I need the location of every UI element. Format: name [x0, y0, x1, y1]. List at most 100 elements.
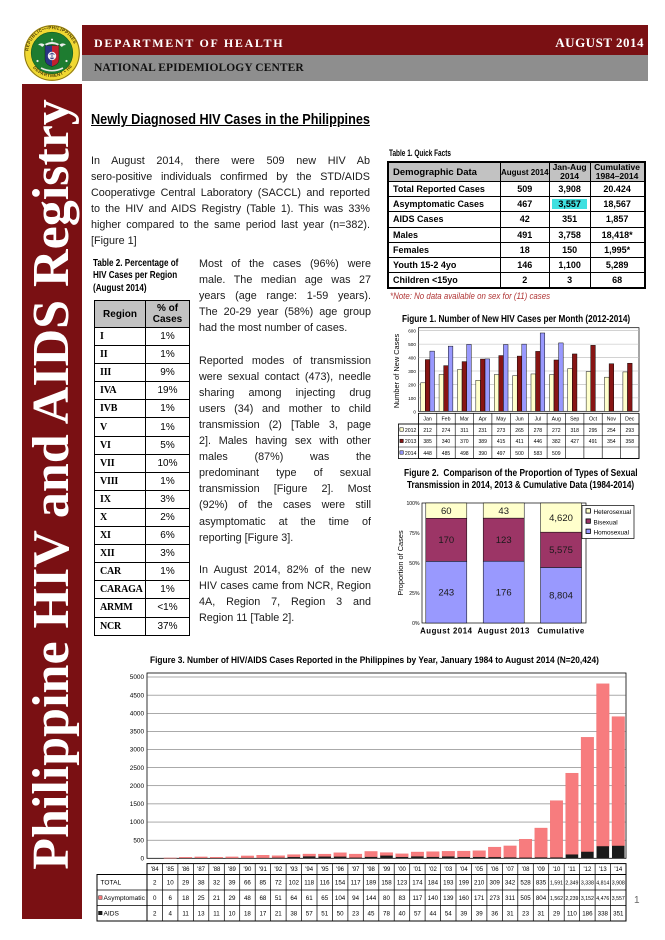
- svg-text:358: 358: [626, 439, 635, 445]
- svg-text:144: 144: [366, 895, 377, 902]
- svg-text:2012: 2012: [405, 428, 417, 434]
- svg-text:4,620: 4,620: [549, 513, 573, 524]
- svg-text:21: 21: [213, 895, 220, 902]
- svg-text:0: 0: [153, 895, 157, 902]
- svg-text:31: 31: [538, 911, 545, 918]
- svg-text:'97: '97: [352, 867, 360, 873]
- svg-text:3000: 3000: [130, 747, 145, 754]
- svg-text:57: 57: [306, 911, 313, 918]
- svg-text:200: 200: [408, 382, 416, 387]
- svg-text:415: 415: [497, 439, 506, 445]
- svg-text:Oct: Oct: [589, 417, 598, 423]
- svg-text:61: 61: [306, 895, 313, 902]
- svg-text:'08: '08: [522, 867, 530, 873]
- svg-text:80: 80: [383, 895, 390, 902]
- svg-text:21: 21: [275, 911, 282, 918]
- svg-text:18: 18: [182, 895, 189, 902]
- svg-text:'01: '01: [413, 867, 421, 873]
- svg-text:2013: 2013: [405, 439, 417, 445]
- svg-text:May: May: [496, 417, 506, 423]
- svg-text:'07: '07: [506, 867, 514, 873]
- svg-text:'12: '12: [583, 867, 591, 873]
- svg-text:11: 11: [182, 911, 189, 918]
- svg-text:509: 509: [552, 451, 561, 457]
- svg-text:'11: '11: [568, 867, 576, 873]
- svg-text:311: 311: [460, 428, 468, 434]
- svg-text:1500: 1500: [130, 801, 145, 808]
- svg-text:Heterosexual: Heterosexual: [594, 509, 632, 516]
- svg-text:Cumulative: Cumulative: [537, 627, 585, 636]
- svg-text:'02: '02: [429, 867, 437, 873]
- svg-text:39: 39: [460, 911, 467, 918]
- svg-text:39: 39: [229, 880, 236, 887]
- svg-text:2,349: 2,349: [565, 881, 578, 887]
- svg-text:117: 117: [412, 895, 422, 902]
- svg-text:75%: 75%: [409, 531, 420, 537]
- svg-text:Nov: Nov: [607, 417, 617, 423]
- svg-text:43: 43: [498, 506, 509, 517]
- svg-text:5000: 5000: [130, 674, 145, 681]
- svg-text:3500: 3500: [130, 729, 145, 736]
- svg-text:31: 31: [507, 911, 514, 918]
- svg-text:'03: '03: [444, 867, 452, 873]
- svg-text:110: 110: [567, 911, 577, 918]
- svg-text:104: 104: [335, 895, 346, 902]
- svg-text:August 2014: August 2014: [420, 627, 473, 636]
- svg-text:117: 117: [351, 880, 361, 887]
- svg-text:Mar: Mar: [460, 417, 469, 423]
- svg-text:11: 11: [213, 911, 220, 918]
- svg-text:25: 25: [198, 895, 205, 902]
- svg-text:6: 6: [168, 895, 172, 902]
- svg-text:'87: '87: [197, 867, 205, 873]
- svg-text:4,814: 4,814: [596, 881, 609, 887]
- svg-text:199: 199: [459, 880, 470, 887]
- svg-text:243: 243: [438, 587, 454, 598]
- svg-text:176: 176: [496, 587, 512, 598]
- svg-text:835: 835: [536, 880, 547, 887]
- svg-text:78: 78: [383, 911, 390, 918]
- svg-text:498: 498: [460, 451, 469, 457]
- svg-text:189: 189: [366, 880, 377, 887]
- svg-text:2,239: 2,239: [565, 896, 578, 902]
- svg-text:0: 0: [140, 856, 144, 863]
- svg-text:25%: 25%: [409, 591, 420, 597]
- svg-text:123: 123: [496, 535, 512, 546]
- svg-text:August 2013: August 2013: [477, 627, 530, 636]
- svg-text:64: 64: [290, 895, 297, 902]
- svg-text:273: 273: [490, 895, 501, 902]
- svg-text:583: 583: [534, 451, 543, 457]
- svg-text:51: 51: [321, 911, 328, 918]
- svg-text:29: 29: [182, 880, 189, 887]
- svg-text:1,591: 1,591: [550, 881, 563, 887]
- svg-text:60: 60: [441, 506, 452, 517]
- svg-text:528: 528: [520, 880, 531, 887]
- svg-text:8,804: 8,804: [549, 590, 573, 601]
- svg-text:'04: '04: [460, 867, 468, 873]
- svg-text:'88: '88: [213, 867, 221, 873]
- svg-text:'91: '91: [259, 867, 267, 873]
- svg-text:1,562: 1,562: [550, 896, 563, 902]
- svg-text:38: 38: [198, 880, 205, 887]
- svg-text:2: 2: [153, 880, 157, 887]
- svg-text:Number of New Cases: Number of New Cases: [393, 334, 401, 409]
- svg-text:118: 118: [304, 880, 314, 887]
- svg-text:'90: '90: [243, 867, 251, 873]
- svg-text:5,575: 5,575: [549, 545, 573, 556]
- svg-text:Jun: Jun: [515, 417, 523, 423]
- svg-text:66: 66: [244, 880, 251, 887]
- svg-text:'05: '05: [475, 867, 483, 873]
- svg-text:Apr: Apr: [479, 417, 487, 423]
- svg-text:100: 100: [408, 396, 416, 401]
- svg-text:39: 39: [476, 911, 483, 918]
- svg-text:497: 497: [497, 451, 506, 457]
- svg-text:370: 370: [460, 439, 469, 445]
- svg-text:139: 139: [443, 895, 454, 902]
- svg-text:'13: '13: [599, 867, 607, 873]
- svg-text:160: 160: [459, 895, 470, 902]
- svg-text:2000: 2000: [130, 783, 145, 790]
- svg-text:0%: 0%: [412, 621, 420, 627]
- svg-text:400: 400: [408, 356, 416, 361]
- svg-text:102: 102: [289, 880, 300, 887]
- svg-text:Feb: Feb: [442, 417, 451, 423]
- svg-text:45: 45: [368, 911, 375, 918]
